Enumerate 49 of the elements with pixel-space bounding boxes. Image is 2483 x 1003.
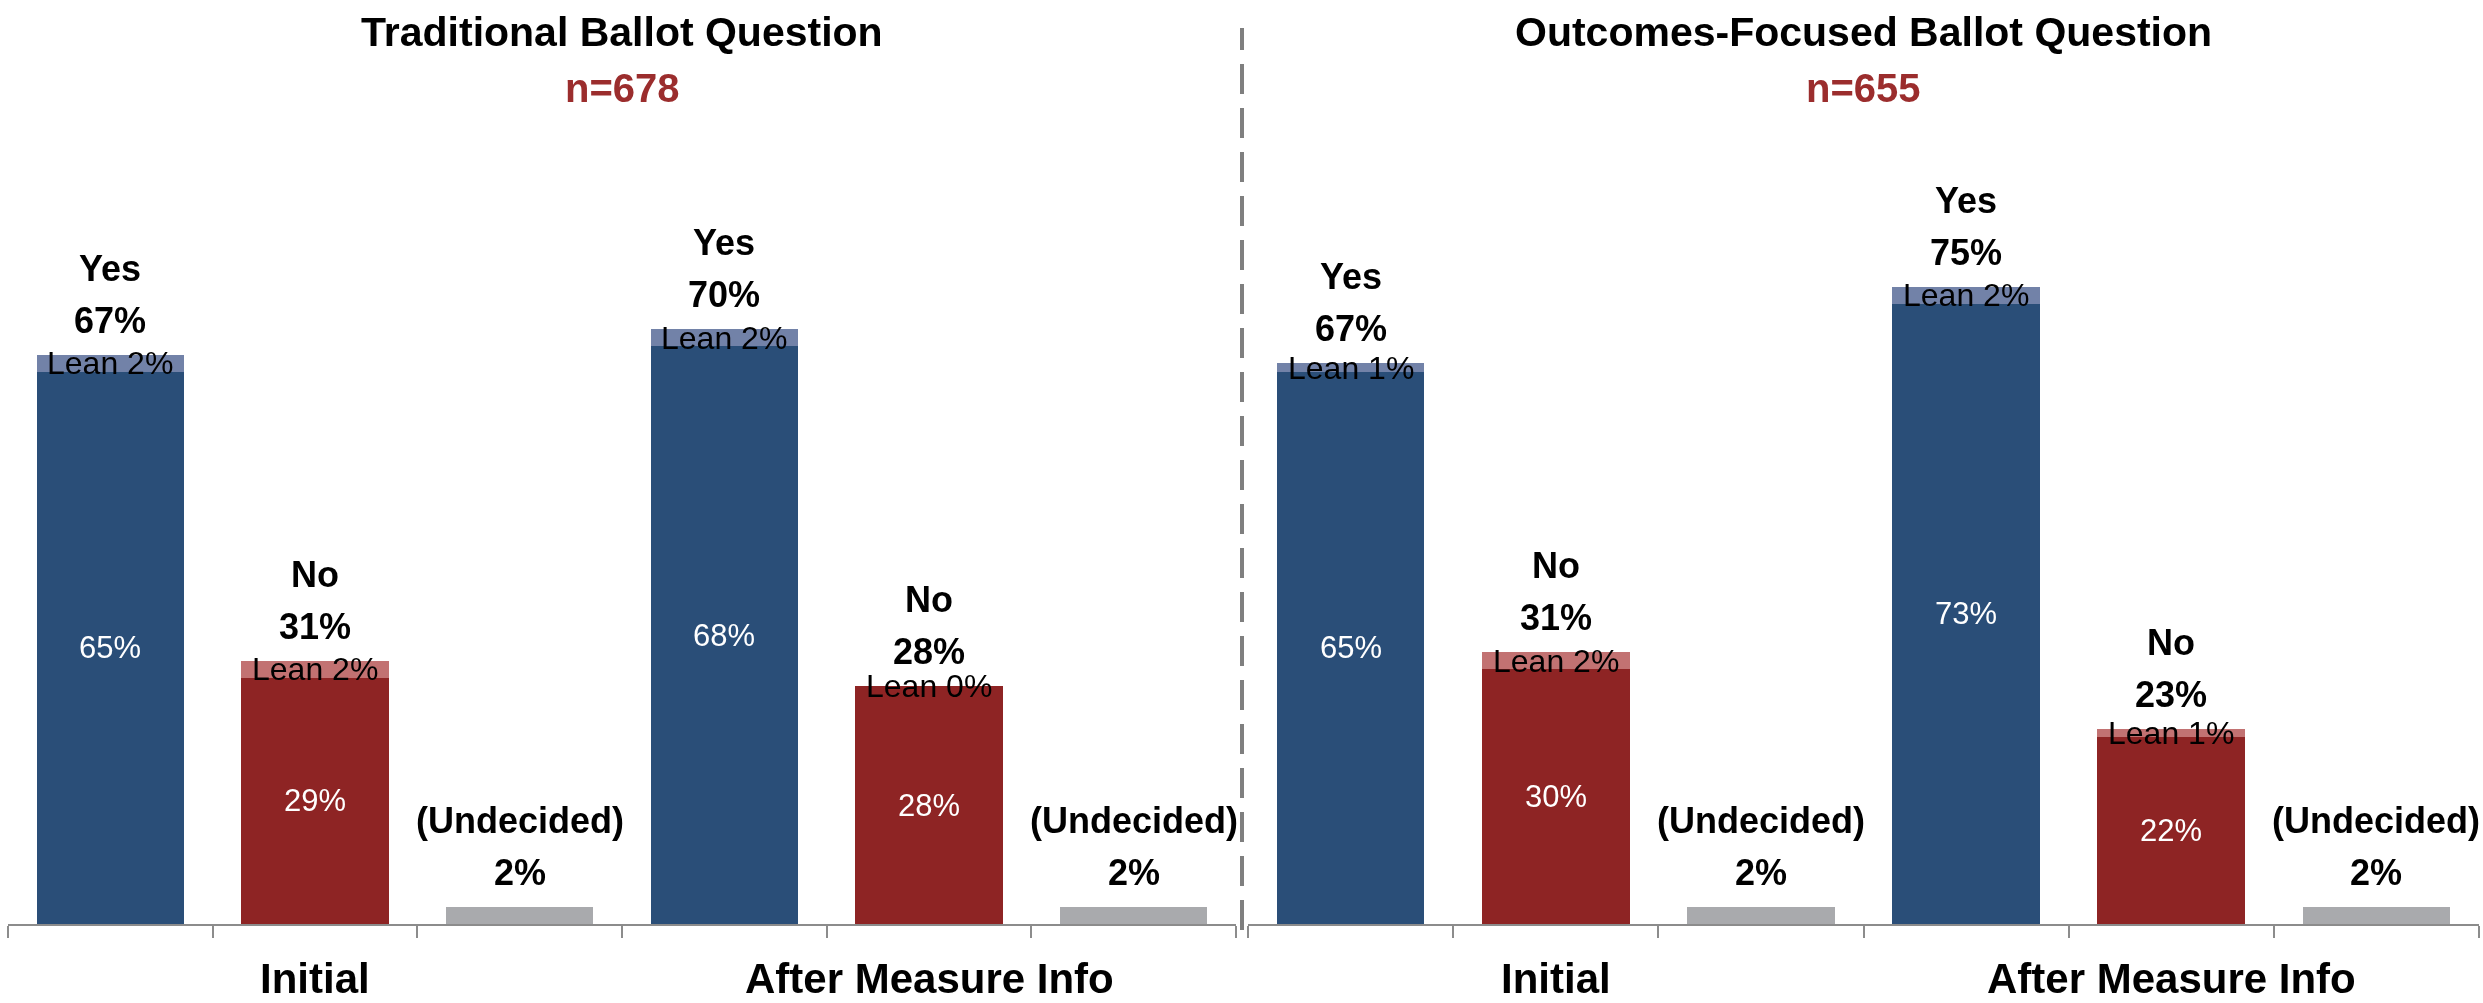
x-tick-label: Yes	[79, 248, 142, 289]
total-label: 75%	[1930, 232, 2003, 273]
total-label: 2%	[1108, 852, 1161, 893]
data-label: Lean 2%	[661, 320, 788, 356]
data-label: 29%	[284, 783, 347, 818]
total-label: 2%	[1735, 852, 1788, 893]
data-label: Lean 2%	[1493, 643, 1620, 679]
data-label: Lean 2%	[1903, 277, 2030, 313]
x-tick-label: (Undecided)	[2272, 800, 2481, 841]
total-label: 70%	[688, 274, 761, 315]
x-tick-label: (Undecided)	[1657, 800, 1866, 841]
bar	[2302, 907, 2451, 924]
data-label: 65%	[79, 630, 142, 665]
bar	[1687, 907, 1835, 924]
total-label: 2%	[494, 852, 547, 893]
data-label: Lean 2%	[47, 345, 174, 381]
total-label: 67%	[74, 300, 147, 341]
data-label: 22%	[2140, 813, 2203, 848]
x-tick-label: Yes	[1320, 256, 1383, 297]
x-tick-label: No	[905, 579, 953, 620]
total-label: 31%	[1520, 597, 1593, 638]
x-tick-label: No	[291, 554, 339, 595]
text: After Measure Info	[745, 955, 1114, 1002]
bar	[1059, 907, 1208, 924]
x-tick-label: Yes	[1935, 180, 1998, 221]
chart-subtitle: n=655	[1806, 66, 1921, 110]
data-label: 68%	[693, 618, 756, 653]
data-label: 28%	[898, 788, 961, 823]
text: After Measure Info	[1987, 955, 2356, 1002]
chart-subtitle: n=678	[565, 66, 680, 110]
x-tick-label: (Undecided)	[1030, 800, 1239, 841]
x-tick-label: No	[1532, 545, 1580, 586]
data-label: 30%	[1525, 779, 1588, 814]
total-label: 67%	[1315, 308, 1388, 349]
x-tick-label: No	[2147, 622, 2195, 663]
total-label: 31%	[279, 606, 352, 647]
total-label: 28%	[893, 631, 966, 672]
data-label: 65%	[1320, 630, 1383, 665]
total-label: 2%	[2350, 852, 2403, 893]
chart-title: Outcomes-Focused Ballot Question	[1515, 9, 2213, 55]
bar	[445, 907, 594, 924]
x-tick-label: Yes	[693, 222, 756, 263]
total-label: 23%	[2135, 674, 2208, 715]
text: Initial	[260, 955, 370, 1002]
data-label: Lean 2%	[252, 651, 379, 687]
chart-title: Traditional Ballot Question	[361, 9, 883, 55]
x-tick-label: (Undecided)	[416, 800, 625, 841]
data-label: 73%	[1935, 596, 1998, 631]
text: Initial	[1501, 955, 1611, 1002]
